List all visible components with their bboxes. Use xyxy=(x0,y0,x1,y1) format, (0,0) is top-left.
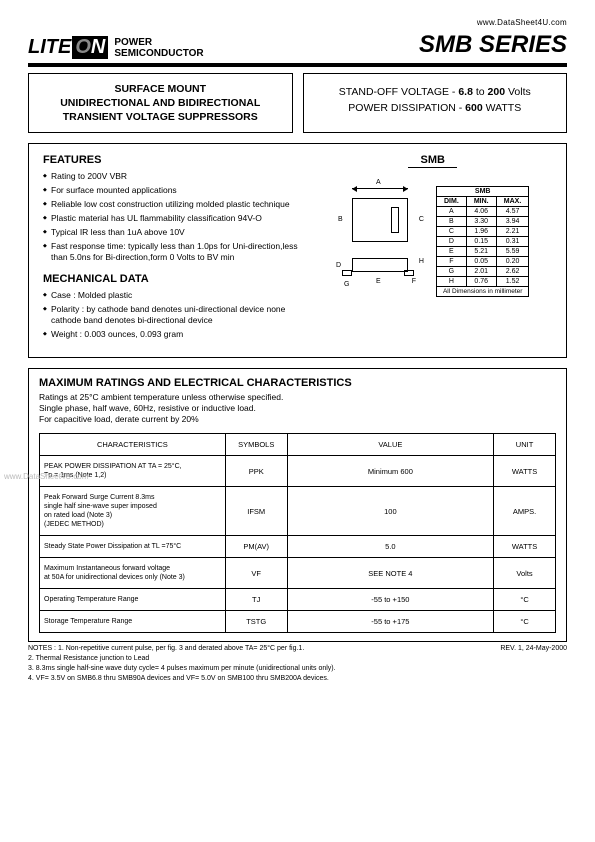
mech-item: Case : Molded plastic xyxy=(43,290,305,301)
series-title: SMB SERIES xyxy=(419,31,567,59)
ratings-heading: MAXIMUM RATINGS AND ELECTRICAL CHARACTER… xyxy=(39,377,556,389)
ratings-box: MAXIMUM RATINGS AND ELECTRICAL CHARACTER… xyxy=(28,368,567,642)
watermark: www.DataSheet4U.com xyxy=(4,472,88,481)
ratings-table: CHARACTERISTICSSYMBOLSVALUEUNIT PEAK POW… xyxy=(39,433,556,633)
header-url: www.DataSheet4U.com xyxy=(28,18,567,27)
smb-label: SMB xyxy=(408,154,456,168)
feature-item: Plastic material has UL flammability cla… xyxy=(43,213,305,224)
ratings-note: Ratings at 25°C ambient temperature unle… xyxy=(39,392,556,425)
title-box-2: STAND-OFF VOLTAGE - 6.8 to 200 Volts POW… xyxy=(303,73,568,133)
feature-item: Fast response time: typically less than … xyxy=(43,241,305,263)
logo-on: ON xyxy=(72,36,108,59)
title-box-1: SURFACE MOUNTUNIDIRECTIONAL AND BIDIRECT… xyxy=(28,73,293,133)
mech-item: Weight : 0.003 ounces, 0.093 gram xyxy=(43,329,305,340)
footnotes: NOTES : 1. Non-repetitive current pulse,… xyxy=(28,644,567,684)
logo-lite: LITE xyxy=(28,36,71,59)
feature-item: Rating to 200V VBR xyxy=(43,171,305,182)
mech-item: Polarity : by cathode band denotes uni-d… xyxy=(43,304,305,326)
feature-item: Typical IR less than 1uA above 10V xyxy=(43,227,305,238)
features-list: Rating to 200V VBR For surface mounted ap… xyxy=(43,171,305,263)
mech-heading: MECHANICAL DATA xyxy=(43,273,305,285)
main-frame: FEATURES Rating to 200V VBR For surface m… xyxy=(28,143,567,358)
feature-item: For surface mounted applications xyxy=(43,185,305,196)
features-heading: FEATURES xyxy=(43,154,305,166)
feature-item: Reliable low cost construction utilizing… xyxy=(43,199,305,210)
mech-list: Case : Molded plastic Polarity : by catho… xyxy=(43,290,305,340)
dimensions-table: SMB DIM.MIN.MAX. A4.064.57B3.303.94C1.96… xyxy=(436,186,529,297)
logo-sub: POWERSEMICONDUCTOR xyxy=(114,37,203,59)
package-diagram: A BC DE GF H xyxy=(336,186,426,306)
header-bar: LITE ON POWERSEMICONDUCTOR SMB SERIES xyxy=(28,31,567,67)
logo: LITE ON POWERSEMICONDUCTOR xyxy=(28,36,204,59)
revision: REV. 1, 24-May-2000 xyxy=(492,644,567,684)
